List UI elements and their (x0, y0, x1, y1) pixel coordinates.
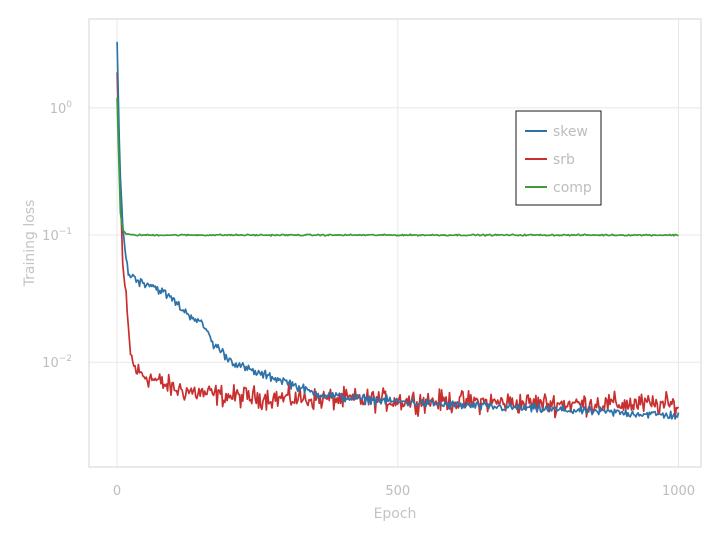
x-axis-title: Epoch (374, 506, 417, 522)
x-tick-label: 0 (113, 484, 121, 499)
legend: skew srb comp (515, 110, 602, 206)
y-axis-title: Training loss (22, 200, 38, 288)
y-tick-label: 10−2 (42, 354, 72, 371)
series-line-comp (116, 97, 679, 237)
series-lines (116, 41, 680, 420)
x-tick-labels: 0 500 1000 (113, 484, 695, 499)
series-line-srb (116, 72, 680, 420)
plot-frame (88, 18, 702, 468)
series-line-skew (116, 41, 680, 420)
legend-label-srb: srb (553, 152, 575, 168)
x-tick-label: 500 (385, 484, 410, 499)
legend-label-skew: skew (553, 124, 588, 140)
y-tick-labels: 10−2 10−1 100 (42, 100, 72, 371)
y-tick-label: 100 (50, 100, 73, 117)
legend-label-comp: comp (553, 180, 592, 196)
x-tick-label: 1000 (662, 484, 695, 499)
y-tick-label: 10−1 (42, 227, 72, 244)
legend-box (515, 110, 602, 206)
